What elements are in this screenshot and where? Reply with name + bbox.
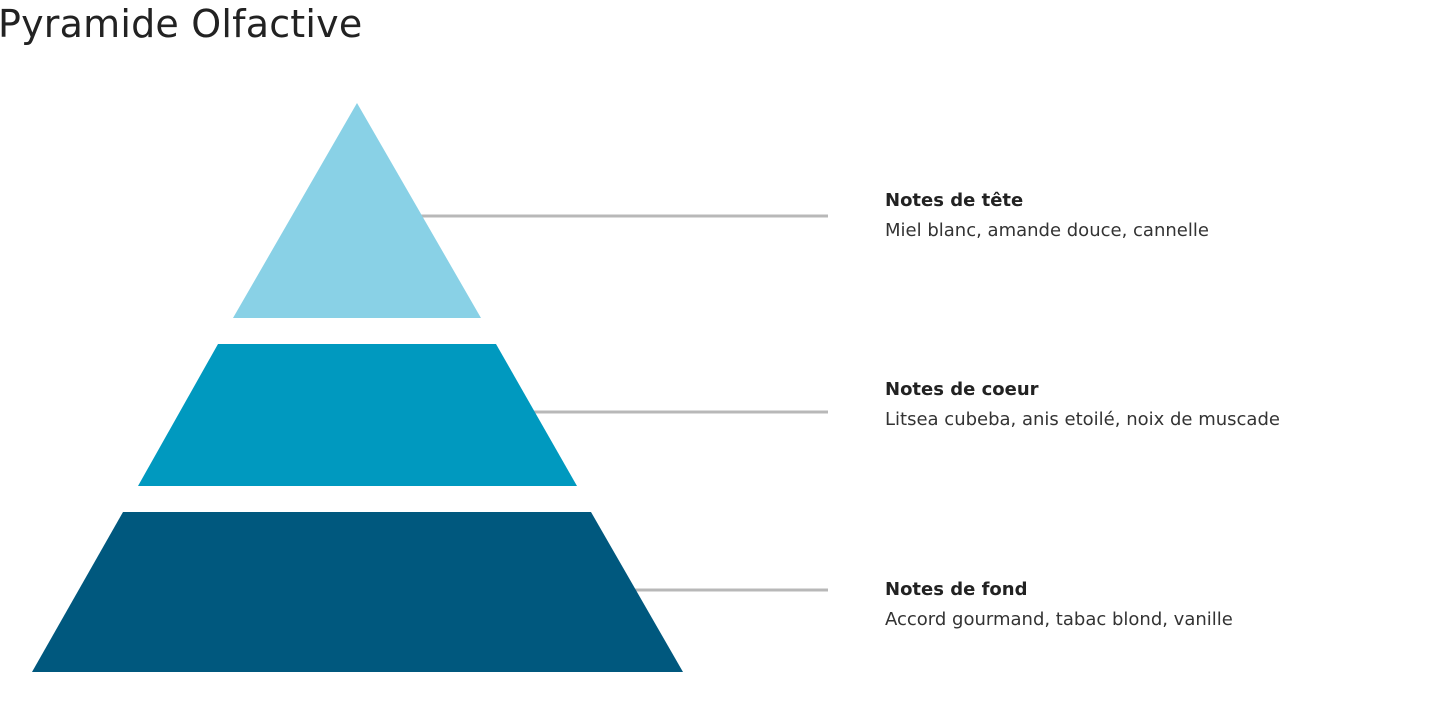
note-block-tete: Notes de tête Miel blanc, amande douce, … (885, 190, 1209, 242)
note-description-coeur: Litsea cubeba, anis etoilé, noix de musc… (885, 409, 1280, 430)
note-title-fond: Notes de fond (885, 579, 1028, 600)
pyramid-tier-tete (233, 103, 481, 318)
pyramid-tier-coeur (138, 344, 577, 486)
note-block-coeur: Notes de coeur Litsea cubeba, anis etoil… (885, 379, 1280, 431)
page-title: Pyramide Olfactive (0, 2, 363, 46)
note-description-tete: Miel blanc, amande douce, cannelle (885, 220, 1209, 241)
note-title-tete: Notes de tête (885, 190, 1024, 211)
pyramid-tier-fond (32, 512, 683, 672)
note-description-fond: Accord gourmand, tabac blond, vanille (885, 609, 1233, 630)
note-title-coeur: Notes de coeur (885, 379, 1039, 400)
note-block-fond: Notes de fond Accord gourmand, tabac blo… (885, 579, 1233, 631)
